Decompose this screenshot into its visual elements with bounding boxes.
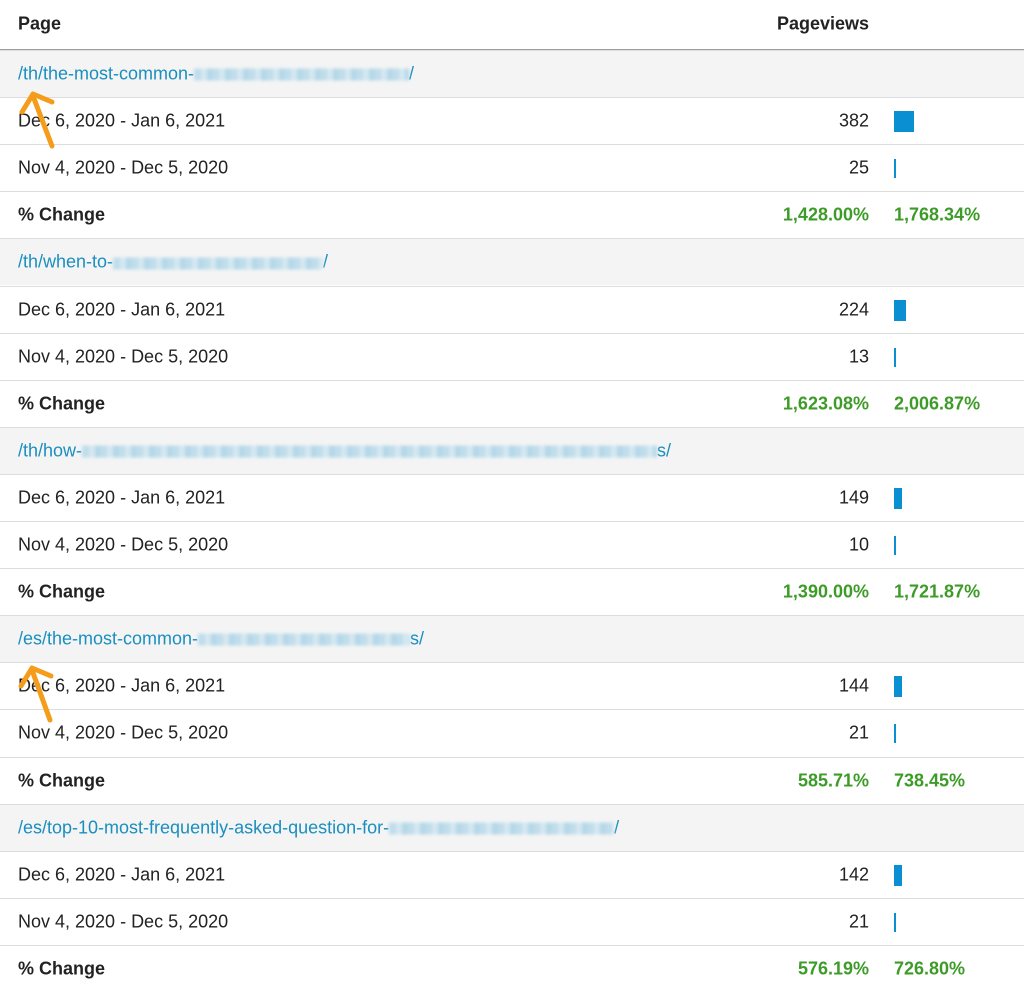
change-row: % Change 1,428.00% 1,768.34% bbox=[0, 191, 1024, 238]
page-path-row: /th/the-most-common- / bbox=[0, 50, 1024, 98]
date-range: Nov 4, 2020 - Dec 5, 2020 bbox=[18, 346, 229, 367]
change-row: % Change 576.19% 726.80% bbox=[0, 944, 1024, 992]
pageviews: 21 bbox=[848, 722, 869, 743]
blurred-text bbox=[389, 822, 615, 835]
change-pageviews: 1,623.08% bbox=[782, 393, 869, 414]
date-row: Nov 4, 2020 - Dec 5, 2020 10 bbox=[0, 521, 1024, 568]
date-range: Nov 4, 2020 - Dec 5, 2020 bbox=[18, 534, 229, 555]
path-start: /th/the-most-common- bbox=[18, 63, 195, 84]
blurred-text bbox=[198, 633, 411, 646]
table-header: Page Pageviews bbox=[0, 0, 1024, 50]
pageviews-bar bbox=[894, 299, 906, 321]
pageviews-bar bbox=[894, 536, 896, 556]
date-range: Nov 4, 2020 - Dec 5, 2020 bbox=[18, 157, 229, 178]
date-row: Nov 4, 2020 - Dec 5, 2020 25 bbox=[0, 144, 1024, 191]
page-path: /th/the-most-common- / bbox=[18, 64, 414, 85]
change-share: 2,006.87% bbox=[894, 393, 981, 414]
change-label: % Change bbox=[18, 958, 106, 979]
pageviews-bar bbox=[894, 487, 902, 509]
date-range: Nov 4, 2020 - Dec 5, 2020 bbox=[18, 911, 229, 932]
pageviews-bar bbox=[894, 111, 915, 133]
change-pageviews: 1,428.00% bbox=[782, 204, 869, 225]
pageviews-bar bbox=[894, 676, 902, 698]
change-label: % Change bbox=[18, 581, 106, 602]
change-row: % Change 585.71% 738.45% bbox=[0, 756, 1024, 804]
change-pageviews: 576.19% bbox=[797, 958, 869, 979]
pageviews: 382 bbox=[838, 110, 869, 131]
date-row: Nov 4, 2020 - Dec 5, 2020 13 bbox=[0, 332, 1024, 380]
page-path: /es/top-10-most-frequently-asked-questio… bbox=[18, 817, 619, 838]
pageviews: 224 bbox=[838, 299, 869, 320]
path-end: / bbox=[409, 63, 415, 84]
path-end: / bbox=[614, 817, 620, 838]
pageviews: 142 bbox=[838, 864, 869, 885]
page-path: /th/when-to- / bbox=[18, 252, 328, 273]
path-start: /es/the-most-common- bbox=[18, 628, 199, 649]
path-start: /th/how- bbox=[18, 440, 83, 461]
change-share: 1,721.87% bbox=[894, 581, 981, 602]
pageviews: 144 bbox=[838, 675, 869, 696]
date-row: Dec 6, 2020 - Jan 6, 2021 149 bbox=[0, 473, 1024, 521]
page-path-row: /th/when-to- / bbox=[0, 238, 1024, 286]
change-share: 726.80% bbox=[894, 958, 966, 979]
page-path-row: /es/top-10-most-frequently-asked-questio… bbox=[0, 803, 1024, 851]
change-label: % Change bbox=[18, 770, 106, 791]
date-range: Dec 6, 2020 - Jan 6, 2021 bbox=[18, 110, 226, 131]
change-label: % Change bbox=[18, 393, 106, 414]
change-share: 738.45% bbox=[894, 770, 966, 791]
change-row: % Change 1,390.00% 1,721.87% bbox=[0, 568, 1024, 615]
page-path-row: /es/the-most-common-s/ bbox=[0, 615, 1024, 663]
pageviews: 13 bbox=[848, 346, 869, 367]
pageviews: 25 bbox=[848, 157, 869, 178]
page-header: Page bbox=[18, 13, 62, 34]
pageviews-bar bbox=[894, 159, 896, 179]
pageviews-bar bbox=[894, 912, 896, 932]
date-row: Dec 6, 2020 - Jan 6, 2021 142 bbox=[0, 850, 1024, 898]
page-path: /es/the-most-common-s/ bbox=[18, 629, 424, 650]
pageviews-header: Pageviews bbox=[776, 13, 869, 34]
change-pageviews: 585.71% bbox=[797, 770, 869, 791]
blurred-text bbox=[113, 257, 324, 270]
date-row: Nov 4, 2020 - Dec 5, 2020 21 bbox=[0, 709, 1024, 756]
path-start: /th/when-to- bbox=[18, 251, 114, 272]
blurred-text bbox=[194, 68, 410, 81]
date-row: Dec 6, 2020 - Jan 6, 2021 144 bbox=[0, 662, 1024, 709]
blurred-text bbox=[82, 445, 658, 458]
date-range: Dec 6, 2020 - Jan 6, 2021 bbox=[18, 299, 226, 320]
pageviews-bar bbox=[894, 724, 896, 744]
change-row: % Change 1,623.08% 2,006.87% bbox=[0, 379, 1024, 427]
date-row: Dec 6, 2020 - Jan 6, 2021 382 bbox=[0, 97, 1024, 144]
pageviews-bar bbox=[894, 347, 896, 367]
page-path-row: /th/how-s/ bbox=[0, 426, 1024, 474]
path-end: s/ bbox=[657, 440, 672, 461]
pageviews: 10 bbox=[848, 534, 869, 555]
change-pageviews: 1,390.00% bbox=[782, 581, 869, 602]
change-share: 1,768.34% bbox=[894, 204, 981, 225]
date-range: Dec 6, 2020 - Jan 6, 2021 bbox=[18, 675, 226, 696]
pageviews-bar bbox=[894, 864, 902, 886]
date-range: Nov 4, 2020 - Dec 5, 2020 bbox=[18, 722, 229, 743]
pageviews: 21 bbox=[848, 911, 869, 932]
pageviews: 149 bbox=[838, 487, 869, 508]
change-label: % Change bbox=[18, 204, 106, 225]
date-row: Dec 6, 2020 - Jan 6, 2021 224 bbox=[0, 285, 1024, 333]
path-start: /es/top-10-most-frequently-asked-questio… bbox=[18, 817, 390, 838]
date-row: Nov 4, 2020 - Dec 5, 2020 21 bbox=[0, 897, 1024, 945]
path-end: / bbox=[323, 251, 329, 272]
path-end: s/ bbox=[410, 628, 425, 649]
date-range: Dec 6, 2020 - Jan 6, 2021 bbox=[18, 487, 226, 508]
page-path: /th/how-s/ bbox=[18, 440, 671, 461]
date-range: Dec 6, 2020 - Jan 6, 2021 bbox=[18, 864, 226, 885]
